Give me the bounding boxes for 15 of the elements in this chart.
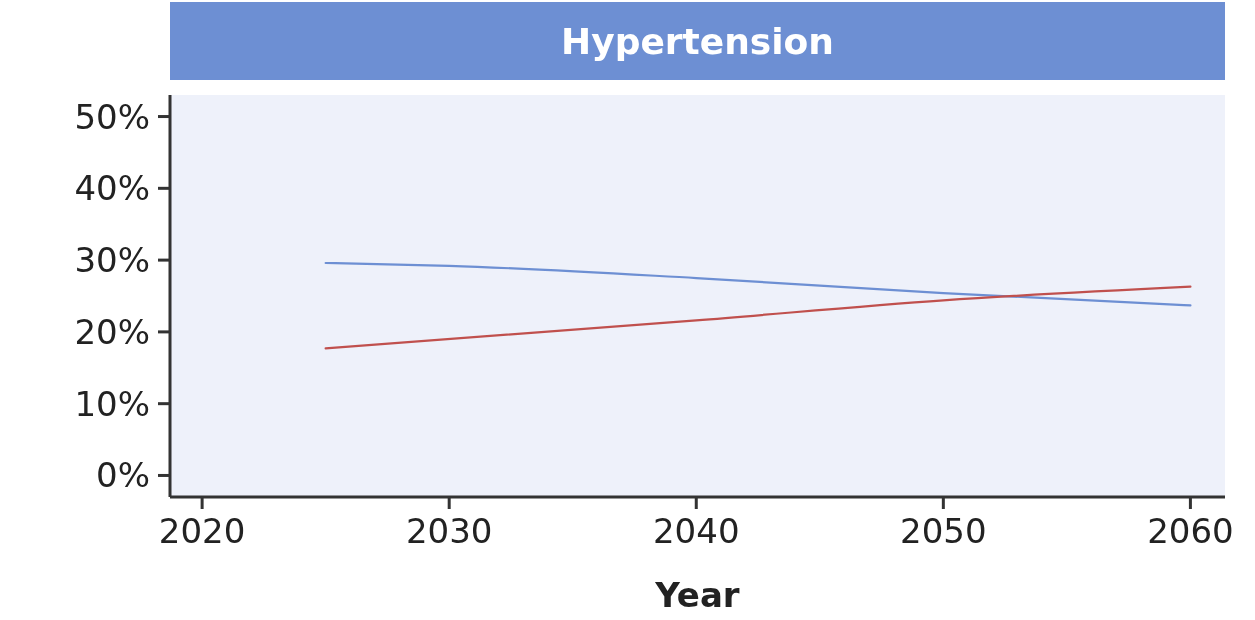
y-tick-label: 0% <box>96 455 150 496</box>
y-tick-label: 50% <box>74 96 150 137</box>
x-tick-label: 2040 <box>653 511 740 551</box>
y-tick-label: 40% <box>74 168 150 209</box>
line-series <box>324 261 1192 307</box>
y-tick-label: 10% <box>74 383 150 424</box>
x-tick-label: 2060 <box>1147 511 1234 551</box>
x-tick-label: 2050 <box>900 511 987 551</box>
chart-title: Hypertension <box>561 20 834 62</box>
y-tick-label: 30% <box>74 240 150 281</box>
line-series <box>324 285 1192 350</box>
x-axis-title: Year <box>654 575 740 615</box>
x-tick-label: 2020 <box>158 511 246 551</box>
y-tick-label: 20% <box>74 311 150 352</box>
x-tick-label: 2030 <box>405 511 493 551</box>
